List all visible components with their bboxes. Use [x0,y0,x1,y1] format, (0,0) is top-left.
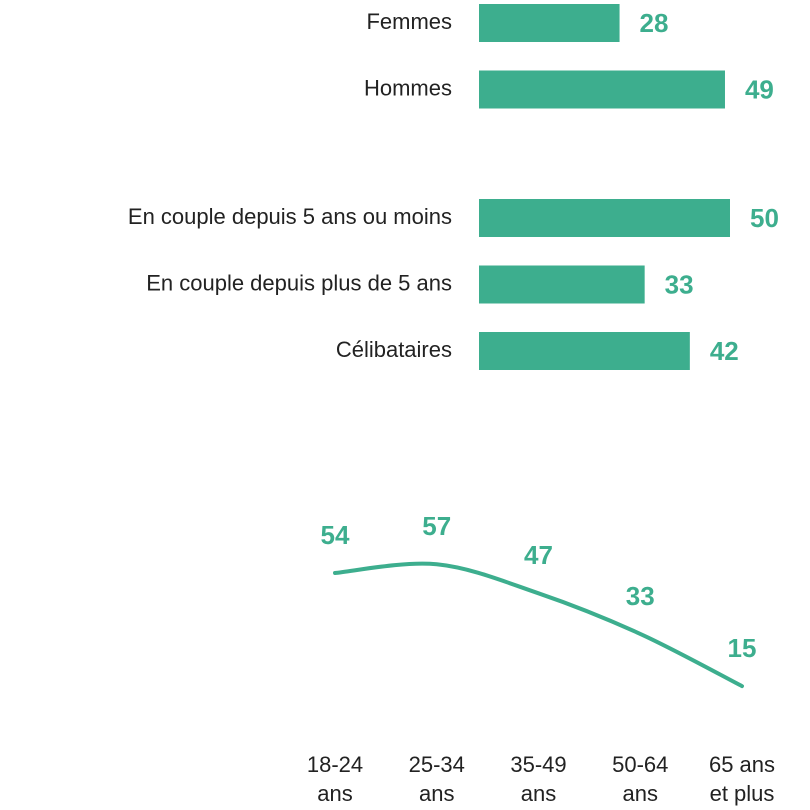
x-tick-label: 35-49 ans [510,752,567,806]
bar [479,4,620,42]
value-label: 47 [524,540,553,570]
category-label: En couple depuis 5 ans ou moins [128,204,452,229]
category-label: En couple depuis plus de 5 ans [146,270,452,295]
value-label: 33 [665,269,694,299]
x-tick-label: 50-64 ans [612,752,669,806]
value-label: 15 [728,633,757,663]
x-tick-label: 18-24 ans [306,752,364,806]
line [333,561,744,689]
value-label: 57 [422,511,451,541]
bar [479,199,730,237]
category-label: Femmes [366,9,452,34]
value-label: 42 [710,336,739,366]
category-label: Hommes [364,75,452,100]
bar [479,332,690,370]
value-label: 54 [321,520,350,550]
value-label: 28 [640,8,669,38]
value-label: 33 [626,581,655,611]
x-tick-label: 65 ans et plus [708,752,776,806]
x-tick-label: 25-34 ans [408,752,465,806]
bar [479,265,645,304]
value-label: 49 [745,74,774,104]
category-label: Célibataires [336,337,452,362]
value-label: 50 [750,203,779,233]
bar [479,70,725,109]
